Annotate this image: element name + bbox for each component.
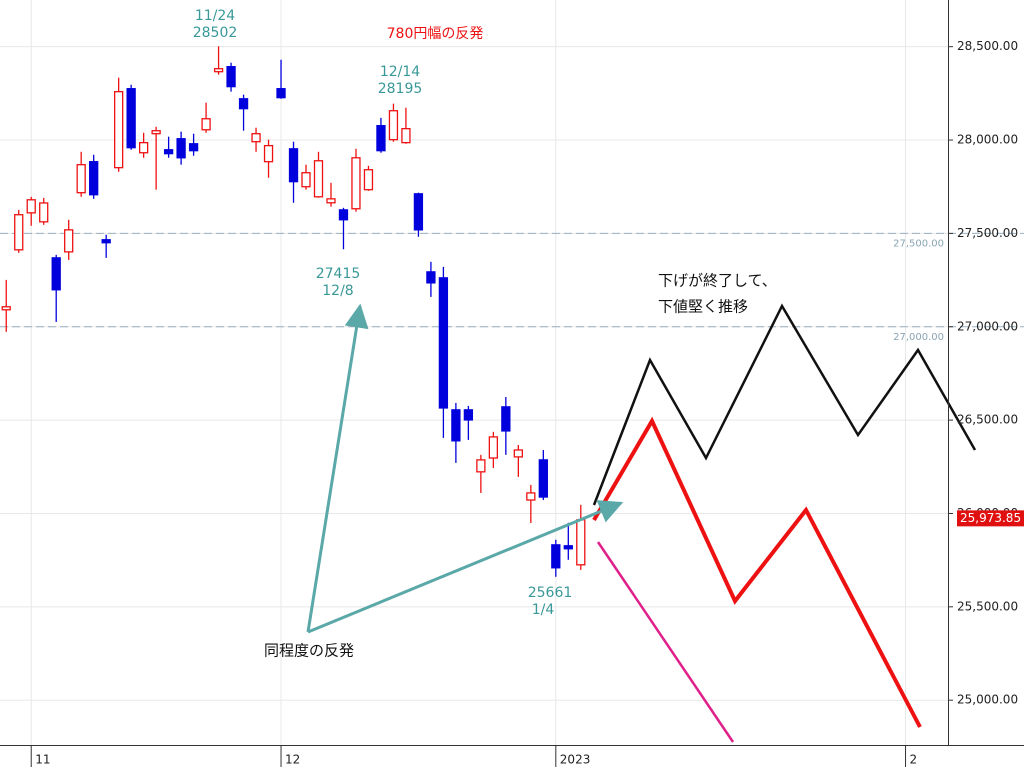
candle-body	[413, 193, 424, 231]
candle-body	[388, 110, 399, 141]
candle-body	[213, 68, 224, 73]
annotation: 下値堅く推移	[658, 298, 748, 316]
candle-body	[51, 257, 61, 291]
annotation: 780円幅の反発	[387, 26, 484, 42]
candle-body	[201, 118, 211, 131]
annotation: 11/24	[195, 8, 235, 24]
annotation: 28195	[378, 81, 423, 97]
candle-body	[301, 172, 311, 188]
projection-magenta	[596, 541, 735, 743]
x-tick-label: 2023	[560, 753, 591, 767]
candle-body	[476, 459, 486, 473]
y-tick-label: 28,500.00	[957, 39, 1018, 53]
candle-body	[501, 406, 511, 432]
candle-body	[276, 88, 286, 99]
annotation: 下げが終了して、	[658, 272, 777, 290]
candle-body	[538, 459, 548, 498]
candle-body	[39, 202, 49, 223]
y-tick-label: 27,000.00	[957, 319, 1018, 333]
arrow	[307, 500, 624, 634]
candle-body	[126, 88, 136, 149]
y-tick-label: 28,000.00	[957, 133, 1018, 147]
candle-body	[163, 149, 174, 155]
candle-body	[26, 199, 36, 214]
candle-body	[263, 144, 274, 163]
projection-red	[592, 416, 922, 728]
projection-black	[592, 303, 977, 506]
candle-body	[401, 127, 411, 144]
candle-body	[1, 306, 11, 311]
annotation: 同程度の反発	[264, 642, 354, 660]
y-tick-label: 25,500.00	[957, 599, 1018, 613]
x-tick-label: 2	[910, 753, 918, 767]
y-tick-label: 25,000.00	[957, 693, 1018, 707]
candle-body	[76, 164, 86, 194]
annotation: 1/4	[532, 602, 555, 618]
reference-label: 27,500.00	[893, 238, 944, 249]
candles	[1, 46, 586, 577]
candle-body	[363, 169, 374, 191]
candle-body	[101, 239, 111, 244]
last-price-label: 25,973.85	[960, 511, 1021, 525]
candle-body	[438, 277, 449, 409]
annotation: 12/14	[380, 64, 420, 80]
candle-body	[351, 157, 361, 210]
candle-body	[151, 130, 161, 135]
annotation: 12/8	[322, 283, 353, 299]
x-tick-label: 12	[285, 753, 300, 767]
candle-body	[89, 161, 99, 196]
candle-body	[64, 229, 74, 253]
candle-body	[188, 143, 199, 152]
candle-body	[226, 66, 236, 88]
reference-label: 27,000.00	[893, 332, 944, 343]
y-tick-label: 27,500.00	[957, 226, 1018, 240]
candle-body	[251, 133, 261, 143]
candle-body	[114, 91, 124, 169]
last-price-box	[957, 510, 1024, 527]
annotation: 28502	[193, 25, 238, 41]
candle-body	[338, 209, 349, 221]
candle-body	[488, 436, 499, 459]
candle-body	[326, 198, 336, 204]
candle-body	[138, 142, 149, 154]
candle-body	[313, 160, 324, 198]
candle-body	[176, 138, 186, 159]
y-tick-label: 26,500.00	[957, 413, 1018, 427]
candle-body	[463, 409, 474, 421]
annotation: 25661	[528, 585, 573, 601]
candle-body	[288, 148, 299, 183]
candle-body	[576, 519, 586, 566]
candle-body	[376, 125, 386, 152]
candle-body	[513, 449, 523, 458]
annotation: 27415	[316, 266, 361, 282]
x-tick-label: 11	[35, 753, 50, 767]
candle-body	[551, 544, 561, 569]
candle-body	[238, 98, 249, 110]
candle-body	[451, 409, 461, 442]
grid	[0, 0, 1024, 745]
candle-body	[14, 214, 24, 251]
candle-body	[526, 492, 536, 501]
candle-body	[426, 271, 436, 284]
arrow	[306, 303, 369, 633]
candle-body	[563, 545, 573, 550]
